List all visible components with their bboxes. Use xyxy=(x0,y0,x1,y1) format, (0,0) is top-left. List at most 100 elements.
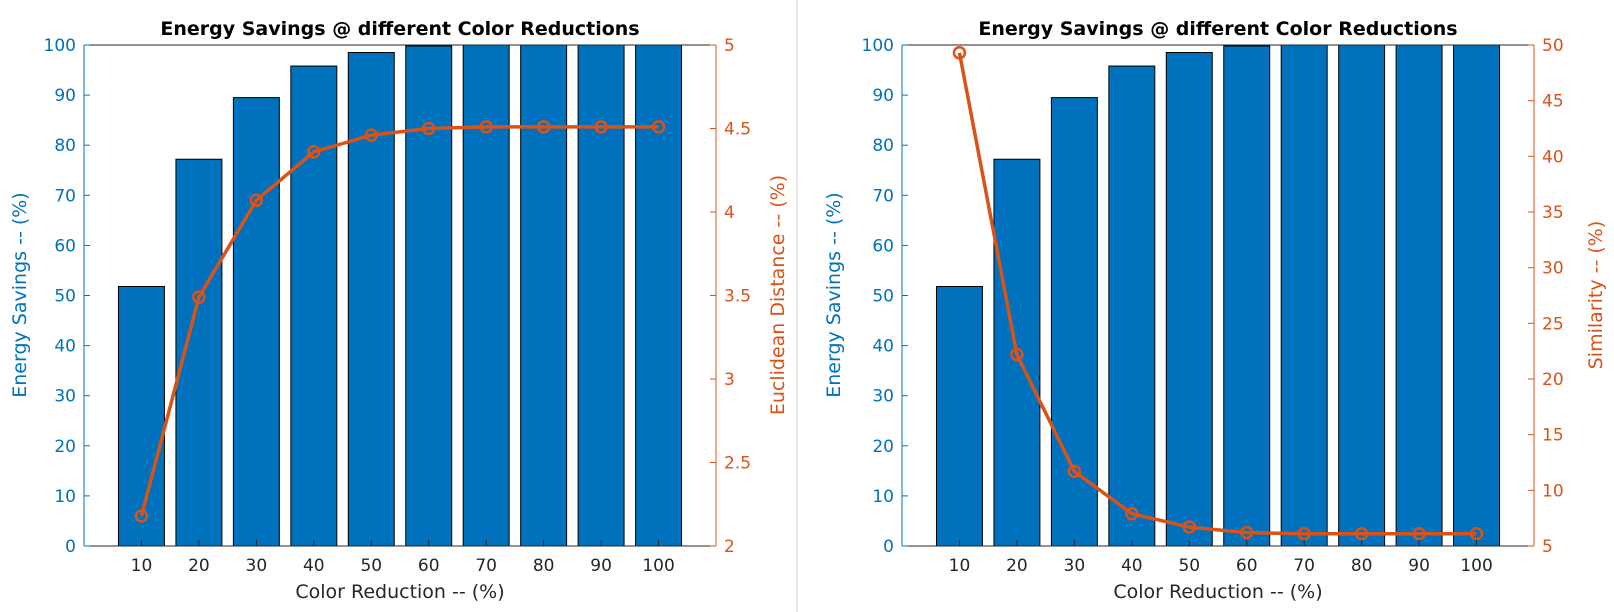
right-tick-label: 25 xyxy=(1542,314,1564,334)
line-marker xyxy=(1239,525,1254,540)
left-tick-label: 100 xyxy=(862,36,894,56)
line-marker xyxy=(364,128,379,142)
plot-frame xyxy=(901,44,1535,547)
left-tick-label: 70 xyxy=(872,186,894,206)
chart-title: Energy Savings @ different Color Reducti… xyxy=(160,18,639,40)
left-tick-label: 30 xyxy=(872,387,894,407)
x-axis-label: Color Reduction -- (%) xyxy=(295,581,504,603)
left-tick-label: 30 xyxy=(54,387,76,407)
bar-series xyxy=(935,44,1501,547)
left-tick-label: 60 xyxy=(54,236,76,256)
x-tick-label: 100 xyxy=(642,556,674,576)
chart-title: Energy Savings @ different Color Reducti… xyxy=(978,18,1457,40)
line-marker xyxy=(1469,527,1484,541)
right-tick-label: 10 xyxy=(1542,481,1564,501)
line-marker xyxy=(249,193,264,208)
x-axis-ticks: 10 20 30 40 50 60 70 80 90 100 xyxy=(131,540,675,576)
left-tick-label: 50 xyxy=(54,287,76,307)
left-tick-label: 20 xyxy=(54,437,76,457)
left-tick-label: 50 xyxy=(872,287,894,307)
right-tick-label: 5 xyxy=(1542,537,1553,557)
bar xyxy=(1050,97,1098,547)
left-tick-label: 40 xyxy=(872,337,894,357)
bar xyxy=(1108,65,1156,547)
line-marker xyxy=(1297,527,1311,541)
x-tick-label: 80 xyxy=(1351,556,1373,576)
right-tick-label: 3 xyxy=(724,370,735,390)
x-tick-label: 40 xyxy=(1121,556,1143,576)
x-tick-label: 60 xyxy=(418,556,440,576)
right-tick-label: 5 xyxy=(724,36,735,56)
line-marker xyxy=(594,120,608,134)
right-tick-label: 3.5 xyxy=(724,287,751,307)
line-marker xyxy=(307,145,321,159)
right-tick-label: 50 xyxy=(1542,36,1564,56)
x-tick-label: 80 xyxy=(533,556,555,576)
right-tick-label: 35 xyxy=(1542,203,1564,223)
x-tick-label: 90 xyxy=(590,556,612,576)
x-tick-label: 90 xyxy=(1408,556,1430,576)
bar xyxy=(1280,44,1328,547)
left-tick-label: 10 xyxy=(54,487,76,507)
right-axis-label: Similarity -- (%) xyxy=(1585,221,1607,370)
left-axis-label: Energy Savings -- (%) xyxy=(9,192,31,397)
left-tick-label: 0 xyxy=(65,537,76,557)
left-axis-ticks: 0 10 20 30 40 50 60 70 80 90 100 xyxy=(862,36,908,557)
right-axis-label: Euclidean Distance -- (%) xyxy=(767,175,789,415)
right-axis-ticks: 5 10 15 20 25 30 35 40 45 50 xyxy=(1528,36,1564,557)
line-marker xyxy=(479,120,493,134)
bar xyxy=(935,285,983,547)
right-axis-ticks: 2 2.5 3 3.5 4 4.5 5 xyxy=(710,36,751,557)
x-tick-label: 30 xyxy=(246,556,268,576)
x-tick-label: 70 xyxy=(1293,556,1315,576)
x-tick-label: 50 xyxy=(360,556,382,576)
bar xyxy=(1223,45,1271,547)
line-marker xyxy=(536,120,551,134)
right-tick-label: 2.5 xyxy=(724,454,751,474)
x-axis-ticks: 10 20 30 40 50 60 70 80 90 100 xyxy=(949,540,1493,576)
line-series xyxy=(952,46,1484,541)
chart-panel-left: 0 10 20 30 40 50 60 70 80 90 100 2 2.5 3 3.5 4 4.5 5 10 2… xyxy=(0,0,796,612)
line-marker xyxy=(1125,506,1139,521)
right-tick-label: 4.5 xyxy=(724,120,751,140)
x-tick-label: 50 xyxy=(1178,556,1200,576)
chart-right: 0 10 20 30 40 50 60 70 80 90 100 5 10 15 20 25 30 35 40 45… xyxy=(823,18,1607,603)
x-tick-label: 60 xyxy=(1236,556,1258,576)
x-tick-label: 40 xyxy=(303,556,325,576)
line-marker xyxy=(1182,520,1197,534)
x-tick-label: 70 xyxy=(475,556,497,576)
x-tick-label: 10 xyxy=(949,556,971,576)
bar xyxy=(117,285,165,547)
line-marker xyxy=(952,46,967,60)
right-tick-label: 20 xyxy=(1542,370,1564,390)
x-tick-label: 100 xyxy=(1460,556,1492,576)
bar xyxy=(1395,44,1443,547)
left-tick-label: 70 xyxy=(54,186,76,206)
left-tick-label: 90 xyxy=(54,86,76,106)
line-marker xyxy=(1010,347,1024,362)
x-tick-label: 20 xyxy=(188,556,210,576)
chart-panel-right: 0 10 20 30 40 50 60 70 80 90 100 5 10 15 20 25 30 35 40 45… xyxy=(798,0,1614,612)
bar xyxy=(1338,44,1386,547)
left-tick-label: 60 xyxy=(872,236,894,256)
x-tick-label: 10 xyxy=(131,556,153,576)
left-tick-label: 100 xyxy=(44,36,76,56)
x-tick-label: 20 xyxy=(1006,556,1028,576)
series-line xyxy=(139,125,659,517)
left-tick-label: 80 xyxy=(54,136,76,156)
line-marker xyxy=(134,509,149,523)
right-tick-label: 30 xyxy=(1542,259,1564,279)
right-tick-label: 45 xyxy=(1542,92,1564,112)
left-tick-label: 0 xyxy=(883,537,894,557)
panel-divider xyxy=(796,0,798,612)
line-marker xyxy=(1067,464,1082,479)
left-tick-label: 20 xyxy=(872,437,894,457)
right-tick-label: 15 xyxy=(1542,426,1564,446)
x-tick-label: 30 xyxy=(1064,556,1086,576)
x-axis-label: Color Reduction -- (%) xyxy=(1113,581,1322,603)
bar xyxy=(1453,44,1501,547)
series-line xyxy=(957,52,1477,536)
line-marker xyxy=(1412,527,1426,541)
line-marker xyxy=(1354,527,1369,541)
line-marker xyxy=(192,290,206,304)
